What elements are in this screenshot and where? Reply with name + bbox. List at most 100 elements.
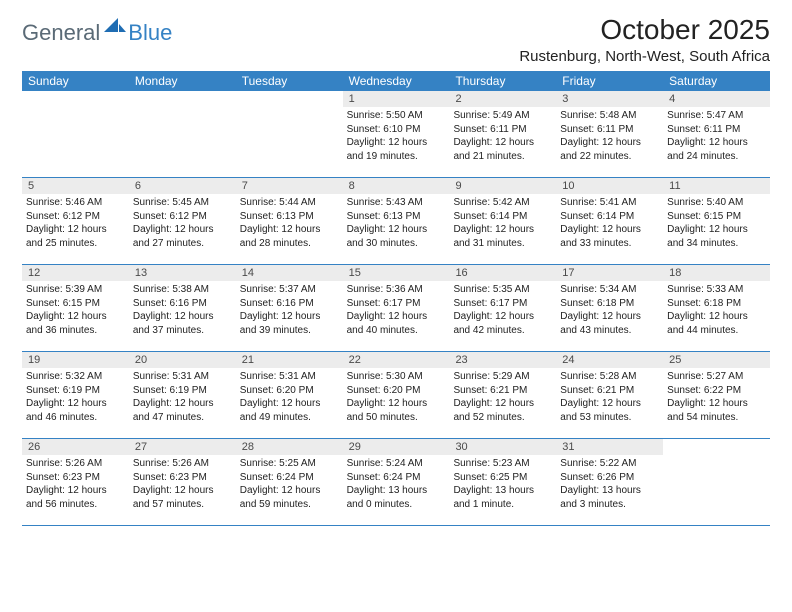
day-body: Sunrise: 5:34 AMSunset: 6:18 PMDaylight:…	[556, 281, 663, 341]
day-number: 10	[556, 178, 663, 194]
day-number: 1	[343, 91, 450, 107]
day-line: Daylight: 12 hours	[667, 397, 766, 411]
day-body: Sunrise: 5:40 AMSunset: 6:15 PMDaylight:…	[663, 194, 770, 254]
day-body: Sunrise: 5:41 AMSunset: 6:14 PMDaylight:…	[556, 194, 663, 254]
day-cell: 15Sunrise: 5:36 AMSunset: 6:17 PMDayligh…	[343, 265, 450, 351]
day-number: 6	[129, 178, 236, 194]
logo: General Blue	[22, 14, 172, 46]
day-body: Sunrise: 5:25 AMSunset: 6:24 PMDaylight:…	[236, 455, 343, 515]
day-line: Sunrise: 5:39 AM	[26, 283, 125, 297]
day-line: Sunrise: 5:36 AM	[347, 283, 446, 297]
calendar-grid: SundayMondayTuesdayWednesdayThursdayFrid…	[22, 71, 770, 526]
week-row: ...1Sunrise: 5:50 AMSunset: 6:10 PMDayli…	[22, 91, 770, 178]
day-line: Sunset: 6:11 PM	[667, 123, 766, 137]
week-row: 5Sunrise: 5:46 AMSunset: 6:12 PMDaylight…	[22, 178, 770, 265]
week-row: 26Sunrise: 5:26 AMSunset: 6:23 PMDayligh…	[22, 439, 770, 526]
day-cell: 23Sunrise: 5:29 AMSunset: 6:21 PMDayligh…	[449, 352, 556, 438]
day-line: Sunset: 6:20 PM	[347, 384, 446, 398]
day-line: and 25 minutes.	[26, 237, 125, 251]
day-line: Daylight: 13 hours	[347, 484, 446, 498]
day-line: and 36 minutes.	[26, 324, 125, 338]
day-line: Sunrise: 5:23 AM	[453, 457, 552, 471]
day-number: 12	[22, 265, 129, 281]
day-line: and 54 minutes.	[667, 411, 766, 425]
day-line: Sunset: 6:26 PM	[560, 471, 659, 485]
day-cell: 4Sunrise: 5:47 AMSunset: 6:11 PMDaylight…	[663, 91, 770, 177]
day-line: Sunrise: 5:37 AM	[240, 283, 339, 297]
weekday-header: Saturday	[663, 71, 770, 91]
day-line: Sunrise: 5:48 AM	[560, 109, 659, 123]
day-body: Sunrise: 5:22 AMSunset: 6:26 PMDaylight:…	[556, 455, 663, 515]
week-row: 19Sunrise: 5:32 AMSunset: 6:19 PMDayligh…	[22, 352, 770, 439]
day-line: Daylight: 12 hours	[453, 310, 552, 324]
day-cell: 13Sunrise: 5:38 AMSunset: 6:16 PMDayligh…	[129, 265, 236, 351]
day-line: and 33 minutes.	[560, 237, 659, 251]
day-body: Sunrise: 5:39 AMSunset: 6:15 PMDaylight:…	[22, 281, 129, 341]
day-line: Sunset: 6:21 PM	[560, 384, 659, 398]
day-line: Sunset: 6:16 PM	[133, 297, 232, 311]
day-line: Sunrise: 5:33 AM	[667, 283, 766, 297]
day-number: 14	[236, 265, 343, 281]
day-body: Sunrise: 5:50 AMSunset: 6:10 PMDaylight:…	[343, 107, 450, 167]
day-number: 24	[556, 352, 663, 368]
day-line: Sunset: 6:21 PM	[453, 384, 552, 398]
day-line: Daylight: 12 hours	[560, 397, 659, 411]
day-line: Sunset: 6:10 PM	[347, 123, 446, 137]
day-line: Daylight: 13 hours	[560, 484, 659, 498]
day-cell: 20Sunrise: 5:31 AMSunset: 6:19 PMDayligh…	[129, 352, 236, 438]
day-line: Sunrise: 5:32 AM	[26, 370, 125, 384]
day-number: 4	[663, 91, 770, 107]
day-line: Sunset: 6:23 PM	[133, 471, 232, 485]
day-line: Daylight: 12 hours	[667, 136, 766, 150]
day-line: Sunrise: 5:38 AM	[133, 283, 232, 297]
day-line: and 0 minutes.	[347, 498, 446, 512]
weeks-container: ...1Sunrise: 5:50 AMSunset: 6:10 PMDayli…	[22, 91, 770, 526]
logo-text-blue: Blue	[128, 20, 172, 46]
day-line: Sunrise: 5:26 AM	[133, 457, 232, 471]
day-line: Sunset: 6:23 PM	[26, 471, 125, 485]
day-number: 13	[129, 265, 236, 281]
day-line: and 3 minutes.	[560, 498, 659, 512]
day-cell: 16Sunrise: 5:35 AMSunset: 6:17 PMDayligh…	[449, 265, 556, 351]
day-line: Sunrise: 5:40 AM	[667, 196, 766, 210]
day-body: Sunrise: 5:30 AMSunset: 6:20 PMDaylight:…	[343, 368, 450, 428]
day-line: and 24 minutes.	[667, 150, 766, 164]
day-cell: 19Sunrise: 5:32 AMSunset: 6:19 PMDayligh…	[22, 352, 129, 438]
day-line: Daylight: 12 hours	[560, 223, 659, 237]
day-number: 23	[449, 352, 556, 368]
day-line: and 39 minutes.	[240, 324, 339, 338]
day-line: Sunrise: 5:24 AM	[347, 457, 446, 471]
weekday-header: Sunday	[22, 71, 129, 91]
day-line: Sunset: 6:18 PM	[560, 297, 659, 311]
day-line: and 40 minutes.	[347, 324, 446, 338]
day-cell: 5Sunrise: 5:46 AMSunset: 6:12 PMDaylight…	[22, 178, 129, 264]
day-line: Sunset: 6:11 PM	[560, 123, 659, 137]
day-number: 18	[663, 265, 770, 281]
day-cell: 31Sunrise: 5:22 AMSunset: 6:26 PMDayligh…	[556, 439, 663, 525]
day-line: Daylight: 12 hours	[453, 223, 552, 237]
day-body	[663, 455, 770, 461]
title-block: October 2025 Rustenburg, North-West, Sou…	[519, 14, 770, 65]
day-cell: 21Sunrise: 5:31 AMSunset: 6:20 PMDayligh…	[236, 352, 343, 438]
day-body: Sunrise: 5:46 AMSunset: 6:12 PMDaylight:…	[22, 194, 129, 254]
day-cell: 27Sunrise: 5:26 AMSunset: 6:23 PMDayligh…	[129, 439, 236, 525]
day-cell: 8Sunrise: 5:43 AMSunset: 6:13 PMDaylight…	[343, 178, 450, 264]
day-line: Sunrise: 5:27 AM	[667, 370, 766, 384]
day-line: Sunrise: 5:26 AM	[26, 457, 125, 471]
day-number: 5	[22, 178, 129, 194]
day-number: 19	[22, 352, 129, 368]
day-number: 17	[556, 265, 663, 281]
day-line: Sunset: 6:24 PM	[347, 471, 446, 485]
day-number: 9	[449, 178, 556, 194]
weekday-header: Wednesday	[343, 71, 450, 91]
day-line: Daylight: 12 hours	[26, 397, 125, 411]
day-body: Sunrise: 5:28 AMSunset: 6:21 PMDaylight:…	[556, 368, 663, 428]
day-line: Daylight: 12 hours	[453, 136, 552, 150]
day-cell: 25Sunrise: 5:27 AMSunset: 6:22 PMDayligh…	[663, 352, 770, 438]
day-number: 2	[449, 91, 556, 107]
day-line: Daylight: 12 hours	[347, 397, 446, 411]
day-cell: 10Sunrise: 5:41 AMSunset: 6:14 PMDayligh…	[556, 178, 663, 264]
day-line: and 49 minutes.	[240, 411, 339, 425]
day-line: Sunset: 6:24 PM	[240, 471, 339, 485]
day-line: Sunset: 6:14 PM	[453, 210, 552, 224]
